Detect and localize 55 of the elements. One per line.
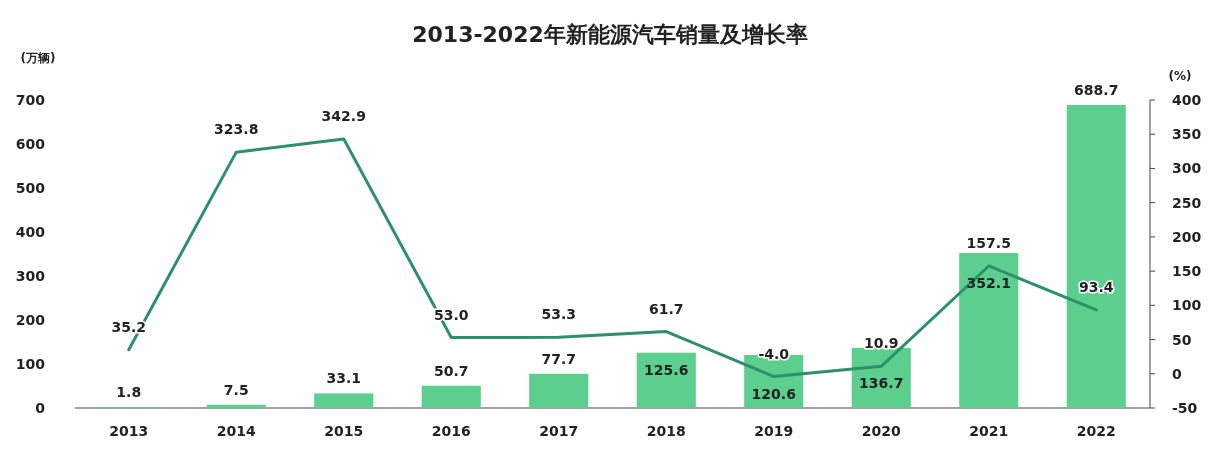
x-tick-label: 2019 (754, 423, 794, 439)
x-tick-label: 2018 (646, 423, 686, 439)
y2-tick-label: 400 (1172, 92, 1202, 108)
x-tick-label: 2014 (216, 423, 256, 439)
data-label: 157.5 (966, 234, 1011, 251)
y2-tick-label: -50 (1172, 400, 1198, 416)
y-tick-label: 400 (15, 224, 46, 240)
y2-tick-label: 100 (1172, 297, 1202, 314)
bar (636, 352, 696, 408)
bar (1066, 104, 1126, 408)
y2-tick-label: 200 (1172, 228, 1202, 245)
data-label: 323.8 (214, 121, 259, 138)
data-label: 125.6 (644, 361, 689, 378)
data-label: 10.9 (863, 335, 899, 352)
x-tick-label: 2016 (431, 423, 471, 439)
x-tick-label: 2021 (969, 423, 1009, 439)
x-tick-label: 2020 (861, 423, 901, 439)
bar (206, 404, 266, 408)
data-label: 77.7 (541, 350, 577, 367)
data-label: 53.3 (541, 306, 577, 323)
x-tick-label: 2017 (539, 423, 579, 439)
y2-tick-label: 250 (1172, 194, 1202, 211)
y2-axis-title: (%) (1168, 69, 1192, 83)
y-tick-label: 500 (15, 180, 46, 196)
x-tick-label: 2022 (1076, 423, 1116, 439)
data-label: 7.5 (223, 381, 249, 398)
y2-tick-label: 0 (1172, 365, 1182, 382)
y2-tick-label: 50 (1172, 331, 1192, 348)
y-tick-label: 300 (15, 268, 46, 284)
data-label: 33.1 (326, 370, 362, 387)
bar (959, 253, 1019, 408)
chart-title: 2013-2022年新能源汽车销量及增长率 (412, 22, 808, 47)
data-label: 120.6 (751, 385, 796, 402)
data-label: 93.4 (1078, 278, 1114, 295)
data-label: 688.7 (1074, 81, 1119, 98)
bar (529, 373, 589, 408)
data-label: 352.1 (966, 274, 1011, 291)
bar (421, 385, 481, 408)
x-tick-label: 2015 (324, 423, 364, 439)
bar (314, 393, 374, 408)
data-label: 1.8 (116, 384, 142, 401)
y-tick-label: 600 (15, 136, 46, 152)
y-tick-label: 100 (15, 356, 46, 372)
x-tick-label: 2013 (109, 423, 149, 439)
data-label: 61.7 (648, 300, 684, 317)
y2-tick-label: 150 (1172, 263, 1202, 280)
data-label: 136.7 (859, 375, 904, 392)
y-axis-title: (万辆) (20, 51, 56, 65)
y-tick-label: 200 (15, 312, 46, 328)
y-tick-label: 0 (35, 400, 46, 416)
y2-tick-label: 300 (1172, 160, 1202, 177)
data-label: 342.9 (321, 108, 366, 125)
y-tick-label: 700 (15, 92, 46, 108)
y2-tick-label: 350 (1172, 126, 1202, 143)
data-label: 50.7 (433, 362, 469, 379)
